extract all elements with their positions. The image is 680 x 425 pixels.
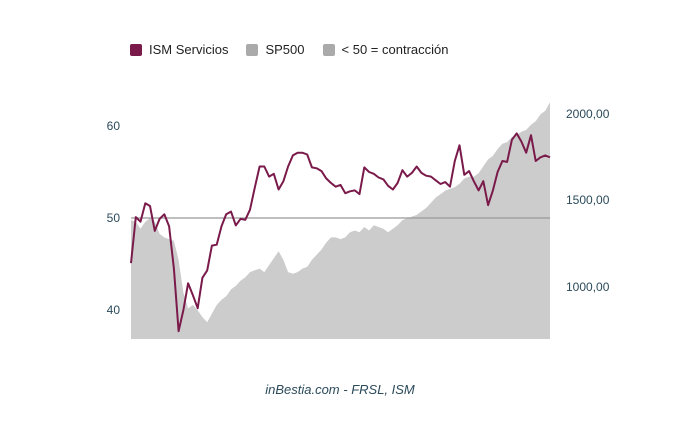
legend-item-ism: ISM Servicios xyxy=(130,42,228,57)
ism-line-layer xyxy=(130,132,551,333)
legend-label-sp500: SP500 xyxy=(265,42,305,57)
source-caption: inBestia.com - FRSL, ISM xyxy=(265,382,415,397)
right-tick-1500: 1500,00 xyxy=(566,193,610,207)
ism-servicios-line xyxy=(130,132,551,333)
legend-label-ism: ISM Servicios xyxy=(149,42,229,57)
legend-item-contraction: < 50 = contracción xyxy=(322,42,449,57)
right-tick-2000: 2000,00 xyxy=(566,107,610,121)
left-tick-50: 50 xyxy=(106,211,120,225)
sp500-area xyxy=(131,102,550,339)
left-tick-40: 40 xyxy=(106,303,120,317)
sp500-area-layer xyxy=(131,102,550,339)
left-tick-60: 60 xyxy=(106,119,120,133)
legend: ISM Servicios SP500 < 50 = contracción xyxy=(130,42,448,57)
right-tick-1000: 1000,00 xyxy=(566,280,610,294)
legend-item-sp500: SP500 xyxy=(246,42,305,57)
legend-label-contraction: < 50 = contracción xyxy=(341,42,449,57)
legend-swatch-ism xyxy=(130,43,142,56)
legend-swatch-contraction xyxy=(322,43,335,56)
legend-swatch-sp500 xyxy=(246,43,259,56)
